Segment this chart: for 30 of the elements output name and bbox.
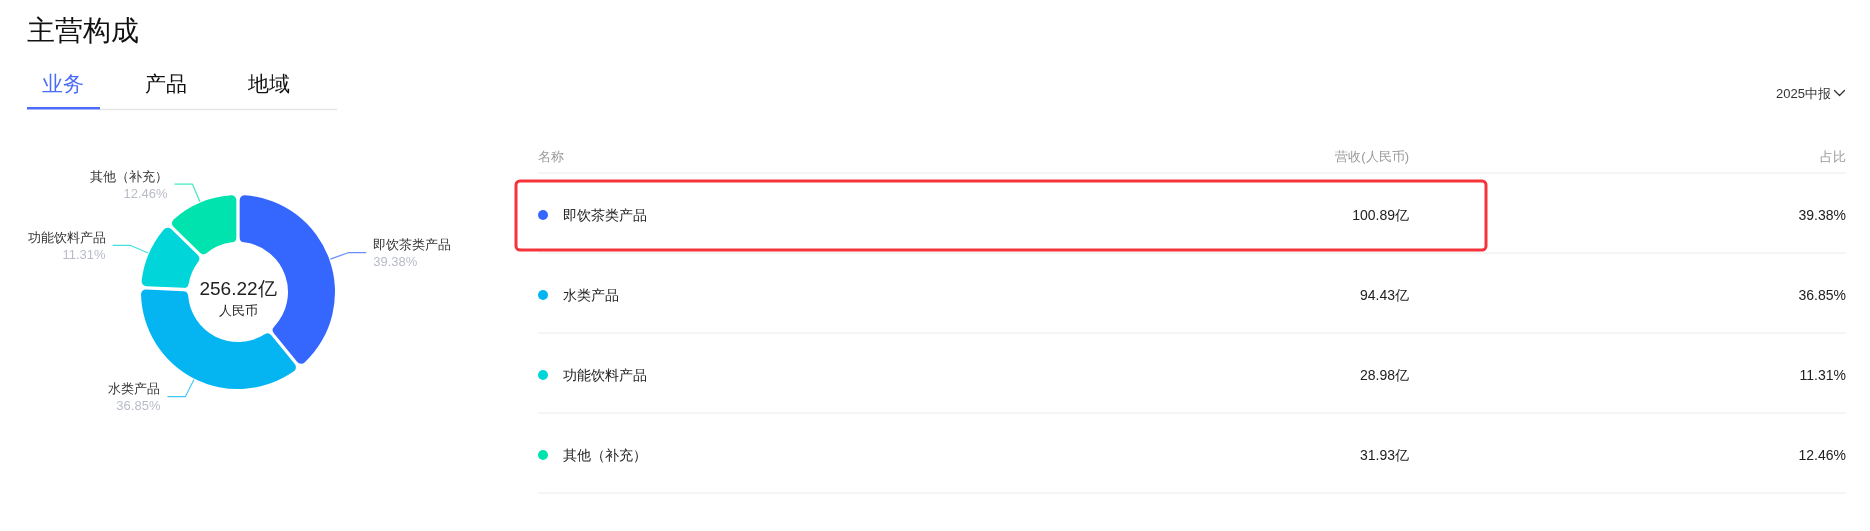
- text: 名称: [538, 148, 564, 164]
- data-label: 31.93亿: [1359, 447, 1409, 463]
- legend-label: 功能饮料产品: [563, 367, 647, 383]
- text: 占比: [1820, 148, 1846, 164]
- text: 地域: [247, 71, 290, 95]
- slice-label: 功能饮料产品: [27, 229, 106, 245]
- slice-label: 即饮茶类产品: [373, 237, 452, 253]
- text: 12.46%: [1798, 447, 1846, 463]
- text: 39.38%: [373, 254, 418, 270]
- slice-label: 其他（补充）: [89, 168, 168, 184]
- legend-label: 水类产品: [563, 287, 619, 303]
- legend-label: 即饮茶类产品: [563, 207, 647, 223]
- data-label: 100.89亿: [1352, 207, 1409, 223]
- text: 2025中报: [1776, 85, 1831, 101]
- text: 12.46%: [123, 185, 168, 201]
- text: 营收(人民币): [1335, 148, 1409, 164]
- text: 36.85%: [116, 398, 161, 414]
- text: 11.31%: [1799, 367, 1846, 383]
- text: 39.38%: [1798, 207, 1846, 223]
- text: 业务: [42, 71, 84, 95]
- data-label: 94.43亿: [1359, 287, 1409, 303]
- slice-label: 水类产品: [108, 381, 161, 397]
- text: 产品: [145, 71, 187, 95]
- legend-label: 其他（补充）: [563, 447, 647, 463]
- data-label: 28.98亿: [1359, 367, 1409, 383]
- text: 11.31%: [62, 246, 106, 262]
- text: 36.85%: [1798, 287, 1846, 303]
- text: 人民币: [218, 302, 258, 318]
- text: 256.22亿: [199, 277, 277, 299]
- chart-title: 主营构成: [27, 14, 139, 46]
